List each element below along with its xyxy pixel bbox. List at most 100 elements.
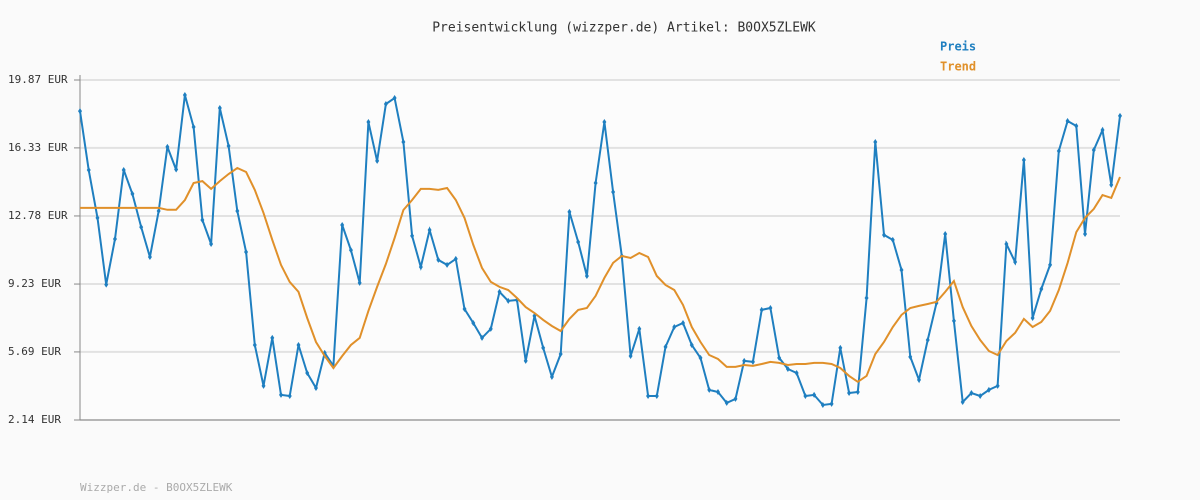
point-marker (200, 216, 205, 223)
y-tick-label: 19.87 EUR (8, 73, 68, 86)
point-marker (156, 207, 161, 214)
point-marker (252, 342, 257, 349)
point-marker (672, 323, 677, 330)
point-marker (401, 138, 406, 145)
point-marker (584, 272, 589, 279)
series-line (80, 166, 1121, 384)
point-marker (471, 319, 476, 326)
point-marker (855, 389, 860, 396)
series-line (79, 94, 1121, 407)
point-marker (436, 256, 441, 263)
plot-area (80, 80, 1120, 420)
point-marker (165, 143, 170, 150)
point-marker (864, 295, 869, 302)
point-marker (130, 190, 135, 197)
point-marker (523, 357, 528, 364)
point-marker (147, 253, 152, 260)
y-tick-label: 16.33 EUR (8, 141, 68, 154)
point-marker (593, 179, 598, 186)
point-marker (1100, 127, 1105, 134)
legend-label: Trend (940, 60, 976, 74)
point-marker (139, 224, 144, 231)
point-marker (462, 305, 467, 312)
point-marker (1030, 314, 1035, 321)
point-marker (890, 236, 895, 243)
point-marker (541, 344, 546, 351)
point-marker (104, 281, 109, 288)
point-marker (873, 138, 878, 145)
point-marker (715, 389, 720, 396)
point-marker (357, 279, 362, 286)
point-marker (724, 399, 729, 406)
point-marker (707, 386, 712, 393)
point-marker (689, 342, 694, 349)
point-marker (1004, 240, 1009, 247)
point-marker (847, 389, 852, 396)
point-marker (1091, 146, 1096, 153)
point-marker (576, 239, 581, 246)
point-marker (191, 123, 196, 130)
point-marker (969, 389, 974, 396)
point-marker (602, 118, 607, 125)
point-marker (427, 226, 432, 233)
point-marker (366, 118, 371, 125)
point-marker (383, 100, 388, 107)
point-marker (340, 221, 345, 228)
point-marker (235, 207, 240, 214)
point-marker (270, 334, 275, 341)
point-marker (279, 391, 284, 398)
point-marker (1021, 156, 1026, 163)
point-marker (226, 142, 231, 149)
point-marker (410, 232, 415, 239)
y-tick-label: 2.14 EUR (8, 413, 61, 426)
point-marker (742, 357, 747, 364)
point-marker (995, 382, 1000, 389)
point-marker (506, 297, 511, 304)
point-marker (95, 214, 100, 221)
point-marker (628, 352, 633, 359)
point-marker (750, 358, 755, 365)
point-marker (244, 249, 249, 256)
point-marker (986, 386, 991, 393)
point-marker (549, 373, 554, 380)
point-marker (951, 317, 956, 324)
point-marker (1065, 118, 1070, 125)
point-marker (174, 166, 179, 173)
point-marker (567, 208, 572, 215)
y-tick-label: 12.78 EUR (8, 209, 68, 222)
point-marker (663, 343, 668, 350)
y-tick-label: 5.69 EUR (8, 345, 61, 358)
point-marker (733, 395, 738, 402)
point-marker (296, 342, 301, 349)
point-marker (453, 255, 458, 262)
point-marker (759, 306, 764, 313)
point-marker (1013, 258, 1018, 265)
point-marker (681, 319, 686, 326)
point-marker (78, 108, 82, 115)
point-marker (611, 188, 616, 195)
point-marker (925, 337, 930, 344)
point-marker (217, 104, 222, 111)
point-marker (829, 400, 834, 407)
point-marker (768, 305, 773, 312)
point-marker (480, 334, 485, 341)
point-marker (1056, 147, 1061, 154)
point-marker (445, 261, 450, 268)
footer: Wizzper.de - B0OX5ZLEWK (80, 481, 233, 494)
point-marker (488, 325, 493, 332)
point-marker (375, 157, 380, 164)
point-marker (882, 231, 887, 238)
chart-title: Preisentwicklung (wizzper.de) Artikel: B… (432, 21, 816, 36)
point-marker (812, 391, 817, 398)
point-marker (803, 393, 808, 400)
point-marker (287, 393, 292, 400)
point-marker (899, 267, 904, 274)
point-marker (1109, 181, 1114, 188)
point-marker (313, 384, 318, 391)
point-marker (182, 91, 187, 98)
point-marker (654, 393, 659, 400)
point-marker (646, 393, 651, 400)
point-marker (794, 370, 799, 377)
